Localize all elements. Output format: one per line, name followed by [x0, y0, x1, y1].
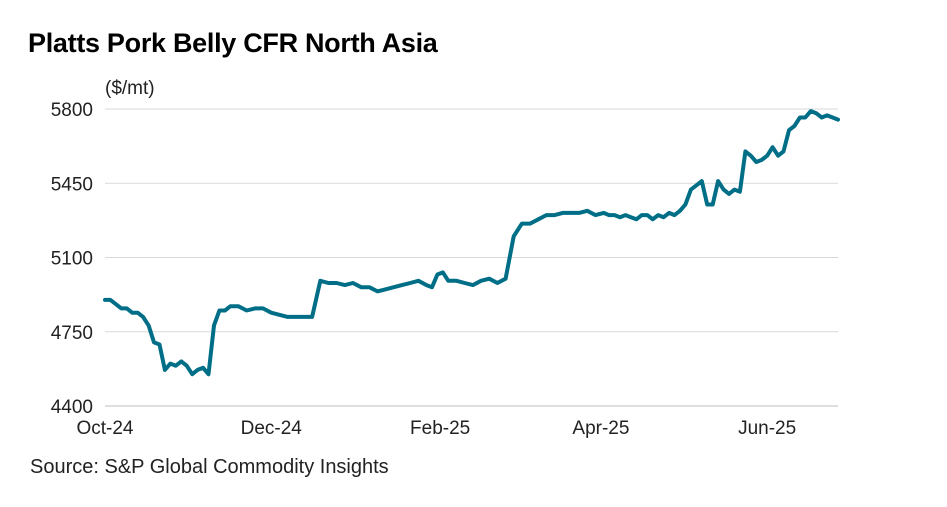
series-layer — [103, 109, 840, 377]
y-axis-ticks: 4400 4750 5100 5450 5800 — [51, 100, 93, 418]
y-axis-unit-label: ($/mt) — [105, 78, 155, 99]
x-tick-label: Oct-24 — [76, 418, 133, 439]
chart-title: Platts Pork Belly CFR North Asia — [28, 28, 438, 58]
y-tick-label: 4400 — [51, 397, 93, 418]
x-tick-label: Apr-25 — [572, 418, 629, 439]
series-line — [103, 109, 840, 377]
y-tick-label: 4750 — [51, 323, 93, 344]
y-tick-label: 5100 — [51, 249, 93, 270]
gridlines — [105, 108, 838, 407]
x-axis-ticks: Oct-24 Dec-24 Feb-25 Apr-25 Jun-25 — [76, 418, 796, 439]
x-tick-label: Dec-24 — [241, 418, 303, 439]
y-tick-label: 5450 — [51, 174, 93, 195]
x-tick-label: Feb-25 — [410, 418, 470, 439]
x-tick-label: Jun-25 — [738, 418, 796, 439]
source-note: Source: S&P Global Commodity Insights — [30, 456, 389, 478]
y-tick-label: 5800 — [51, 100, 93, 121]
